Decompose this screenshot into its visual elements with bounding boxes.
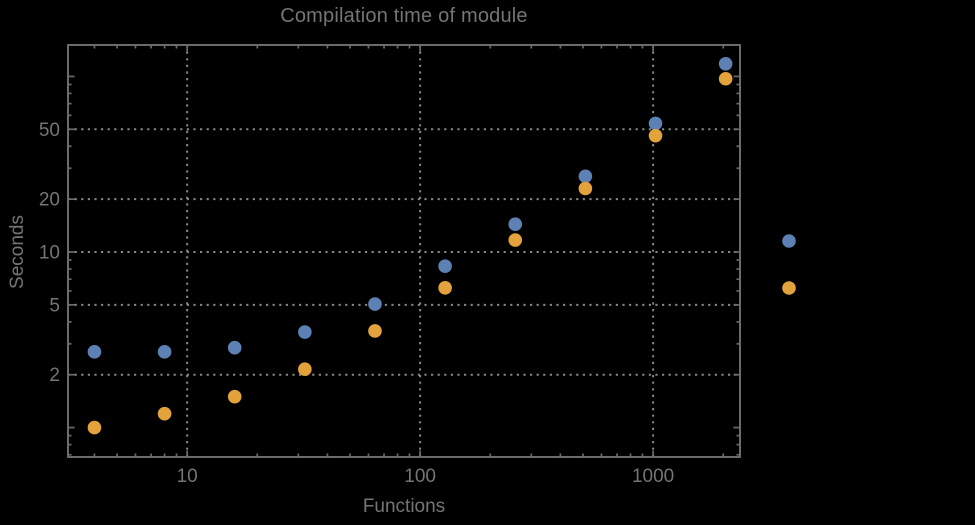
data-point-orange-series [298,362,312,377]
x-tick-label: 1000 [632,466,674,487]
y-axis-label: Seconds [7,215,28,289]
x-tick-label: 100 [404,466,436,487]
x-axis-label: Functions [362,496,446,517]
y-tick-label: 10 [39,243,60,264]
legend-marker [782,234,796,248]
data-point-blue-series [648,116,663,131]
data-point-orange-series [87,420,102,435]
data-point-orange-series [368,324,382,338]
data-point-blue-series [298,325,312,339]
data-point-blue-series [227,340,242,355]
data-point-orange-series [648,128,663,143]
data-point-blue-series [157,345,172,359]
data-point-orange-series [438,281,452,295]
y-tick-label: 2 [49,365,60,386]
data-point-blue-series [578,169,593,184]
data-point-blue-series [508,217,523,232]
legend-marker [782,281,796,295]
y-tick-label: 50 [39,120,60,141]
data-point-orange-series [227,389,242,404]
data-point-orange-series [578,181,593,196]
data-point-blue-series [87,345,102,359]
data-point-orange-series [718,71,733,86]
y-tick-label: 5 [49,295,60,316]
data-point-blue-series [368,297,382,311]
data-point-orange-series [157,406,172,421]
x-tick-label: 10 [177,466,198,487]
data-point-orange-series [508,233,523,247]
plot-frame [67,44,741,458]
y-tick-label: 20 [39,190,60,211]
data-point-blue-series [438,259,452,274]
chart-title: Compilation time of module [280,5,528,27]
data-point-blue-series [718,57,733,71]
